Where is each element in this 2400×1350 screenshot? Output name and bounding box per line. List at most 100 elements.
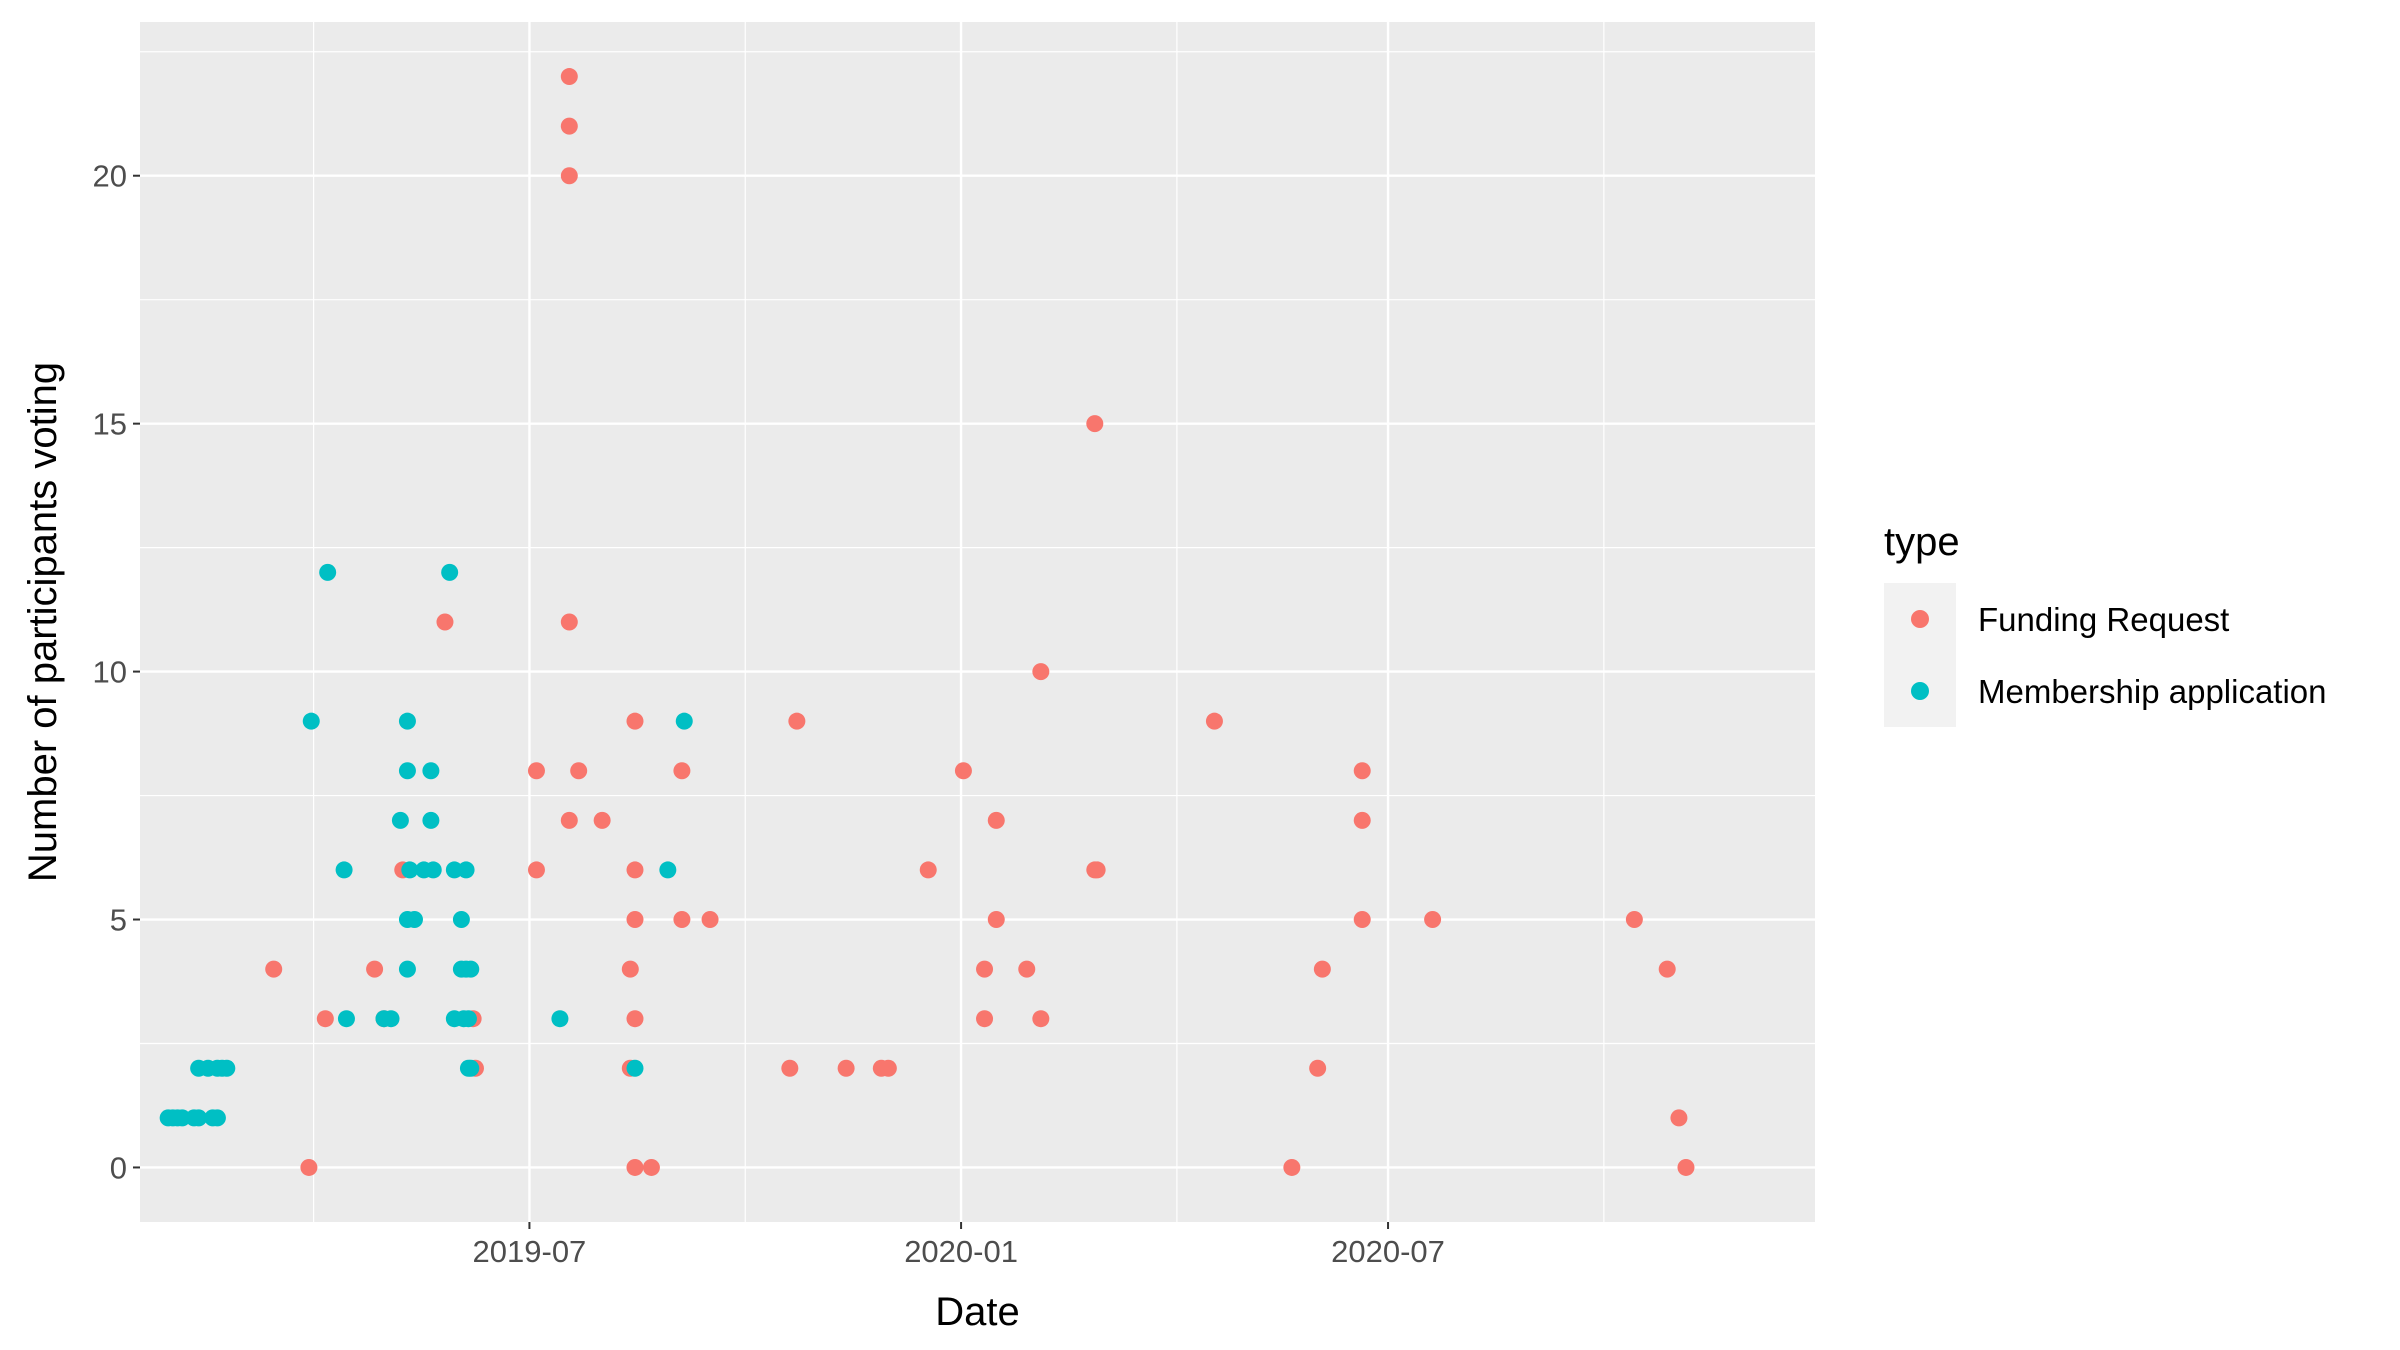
data-point xyxy=(173,1109,191,1127)
data-point xyxy=(445,861,463,879)
x-tick-label: 2020-01 xyxy=(904,1234,1018,1269)
data-point xyxy=(626,1059,644,1077)
y-axis-title: Number of participants voting xyxy=(21,362,65,882)
data-point xyxy=(560,167,578,185)
data-point xyxy=(560,117,578,135)
data-point xyxy=(401,861,419,879)
data-point xyxy=(1353,811,1371,829)
legend-title: type xyxy=(1884,520,1960,564)
data-point xyxy=(398,960,416,978)
data-point xyxy=(560,811,578,829)
data-point xyxy=(300,1158,318,1176)
data-point xyxy=(462,960,480,978)
data-point xyxy=(642,1158,660,1176)
y-tick-label: 0 xyxy=(110,1150,127,1185)
data-point xyxy=(675,712,693,730)
data-point xyxy=(436,613,454,631)
data-point xyxy=(457,861,475,879)
y-tick-label: 20 xyxy=(93,159,127,194)
data-point xyxy=(424,861,442,879)
series-funding-request xyxy=(265,68,1695,1176)
data-point xyxy=(337,1010,355,1028)
data-point xyxy=(459,1010,477,1028)
legend: type Funding Request Membership applicat… xyxy=(1884,520,2327,727)
x-axis-title: Date xyxy=(935,1290,1020,1334)
data-point xyxy=(405,911,423,929)
data-point xyxy=(837,1059,855,1077)
data-point xyxy=(1424,911,1442,929)
x-axis: 2019-07 2020-01 2020-07 xyxy=(473,1222,1445,1269)
data-point xyxy=(1032,1010,1050,1028)
legend-label-funding-request: Funding Request xyxy=(1978,601,2229,638)
data-point xyxy=(626,911,644,929)
legend-key-funding-request xyxy=(1911,610,1929,628)
data-point xyxy=(976,960,994,978)
legend-label-membership-application: Membership application xyxy=(1978,673,2327,710)
data-point xyxy=(527,861,545,879)
data-point xyxy=(398,762,416,780)
data-point xyxy=(422,762,440,780)
data-point xyxy=(1205,712,1223,730)
data-point xyxy=(701,911,719,929)
data-point xyxy=(1032,663,1050,681)
data-point xyxy=(1018,960,1036,978)
data-point xyxy=(560,613,578,631)
data-point xyxy=(366,960,384,978)
data-point xyxy=(954,762,972,780)
data-point xyxy=(626,861,644,879)
data-point xyxy=(551,1010,569,1028)
data-point xyxy=(1677,1158,1695,1176)
data-point xyxy=(462,1059,480,1077)
data-point xyxy=(673,762,691,780)
data-point xyxy=(879,1059,897,1077)
data-point xyxy=(788,712,806,730)
data-point xyxy=(570,762,588,780)
data-point xyxy=(316,1010,334,1028)
data-point xyxy=(382,1010,400,1028)
data-point xyxy=(1309,1059,1327,1077)
data-point xyxy=(1353,911,1371,929)
x-tick-label: 2020-07 xyxy=(1331,1234,1445,1269)
data-point xyxy=(1283,1158,1301,1176)
y-tick-label: 5 xyxy=(110,903,127,938)
data-point xyxy=(265,960,283,978)
data-point xyxy=(1353,762,1371,780)
plot-panel xyxy=(140,22,1815,1222)
data-point xyxy=(659,861,677,879)
data-point xyxy=(1658,960,1676,978)
series-membership-application xyxy=(159,563,693,1127)
data-point xyxy=(218,1059,236,1077)
y-axis: 0 5 10 15 20 xyxy=(93,159,140,1185)
data-point xyxy=(987,911,1005,929)
x-tick-label: 2019-07 xyxy=(473,1234,587,1269)
data-point xyxy=(1086,415,1104,433)
legend-key-membership-application xyxy=(1911,682,1929,700)
data-points xyxy=(159,68,1695,1176)
data-point xyxy=(1670,1109,1688,1127)
data-point xyxy=(987,811,1005,829)
data-point xyxy=(1625,911,1643,929)
data-point xyxy=(621,960,639,978)
data-point xyxy=(1313,960,1331,978)
data-point xyxy=(335,861,353,879)
data-point xyxy=(781,1059,799,1077)
data-point xyxy=(527,762,545,780)
y-tick-label: 15 xyxy=(93,407,127,442)
data-point xyxy=(208,1109,226,1127)
data-point xyxy=(626,1158,644,1176)
data-point xyxy=(190,1109,208,1127)
data-point xyxy=(1088,861,1106,879)
data-point xyxy=(452,911,470,929)
data-point xyxy=(441,563,459,581)
minor-gridlines xyxy=(140,22,1815,1222)
data-point xyxy=(626,712,644,730)
data-point xyxy=(319,563,337,581)
data-point xyxy=(422,811,440,829)
data-point xyxy=(398,712,416,730)
y-tick-label: 10 xyxy=(93,655,127,690)
data-point xyxy=(626,1010,644,1028)
data-point xyxy=(919,861,937,879)
data-point xyxy=(560,68,578,86)
data-point xyxy=(302,712,320,730)
